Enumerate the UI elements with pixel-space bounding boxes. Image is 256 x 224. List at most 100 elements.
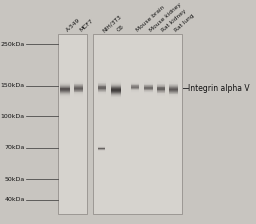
Bar [74,85,83,86]
Text: A-549: A-549 [65,18,81,33]
Bar [168,96,178,97]
Bar [168,97,178,98]
Bar [74,82,83,83]
Bar [144,88,153,89]
Bar [98,146,105,147]
Bar [98,91,106,92]
Bar [60,93,70,94]
Bar [111,80,121,81]
Bar [168,81,178,82]
Bar [111,89,121,90]
Bar [111,81,121,82]
Bar [168,82,178,83]
Bar [157,93,165,94]
Bar [144,90,153,91]
Bar [60,82,70,83]
Bar [60,88,70,89]
Bar [157,83,165,84]
Bar [168,86,178,87]
Bar [60,91,70,92]
Bar [131,82,139,83]
Bar [74,96,83,97]
Bar [111,96,121,97]
Bar [98,81,106,82]
Bar [98,85,106,86]
Text: C6: C6 [116,24,125,33]
Bar [168,94,178,95]
Bar [74,80,83,81]
Bar [74,83,83,84]
Bar [157,86,165,87]
Bar [168,91,178,92]
Bar [131,85,139,86]
Bar [98,88,106,89]
Bar [144,82,153,83]
Bar [98,94,106,95]
Bar [60,86,70,87]
Bar [74,93,83,94]
Bar [131,84,139,85]
Bar [98,150,105,151]
Bar [98,87,106,88]
Bar [111,97,121,98]
Bar [144,83,153,84]
Bar [144,93,153,94]
Bar [98,148,105,149]
Bar [98,90,106,91]
Bar [60,90,70,91]
Bar [157,85,165,86]
Text: 150kDa: 150kDa [1,83,25,88]
Text: Integrin alpha V: Integrin alpha V [188,84,250,93]
Bar [144,86,153,87]
Bar [157,87,165,88]
Bar [98,80,106,81]
Bar [111,90,121,91]
Bar [60,80,70,81]
Bar [157,91,165,92]
Bar [168,95,178,96]
Bar [157,96,165,97]
Bar [74,84,83,85]
Bar [98,149,105,150]
Bar [60,95,70,96]
Bar [144,85,153,86]
Bar [168,85,178,86]
Bar [60,83,70,84]
Bar [98,83,106,84]
Bar [58,34,87,214]
Bar [98,147,105,148]
Bar [74,90,83,91]
Bar [111,86,121,87]
Bar [157,92,165,93]
Bar [74,92,83,93]
Bar [60,84,70,85]
Bar [111,85,121,86]
Bar [60,85,70,86]
Bar [98,89,106,90]
Bar [60,92,70,93]
Bar [111,95,121,96]
Text: 70kDa: 70kDa [5,145,25,150]
Bar [168,84,178,85]
Bar [168,92,178,93]
Text: 40kDa: 40kDa [5,197,25,202]
Bar [111,92,121,93]
Bar [60,89,70,90]
Bar [168,90,178,91]
Bar [157,89,165,90]
Bar [74,94,83,95]
Text: 250kDa: 250kDa [1,42,25,47]
Bar [131,87,139,88]
Bar [111,84,121,85]
Bar [144,92,153,93]
Bar [144,89,153,90]
Bar [157,95,165,96]
Bar [131,89,139,90]
Bar [168,89,178,90]
Bar [74,91,83,92]
Text: Mouse brain: Mouse brain [135,5,166,33]
Bar [60,98,70,99]
Bar [111,83,121,84]
Text: Mouse kidney: Mouse kidney [149,2,183,33]
Text: Rat lung: Rat lung [173,13,195,33]
